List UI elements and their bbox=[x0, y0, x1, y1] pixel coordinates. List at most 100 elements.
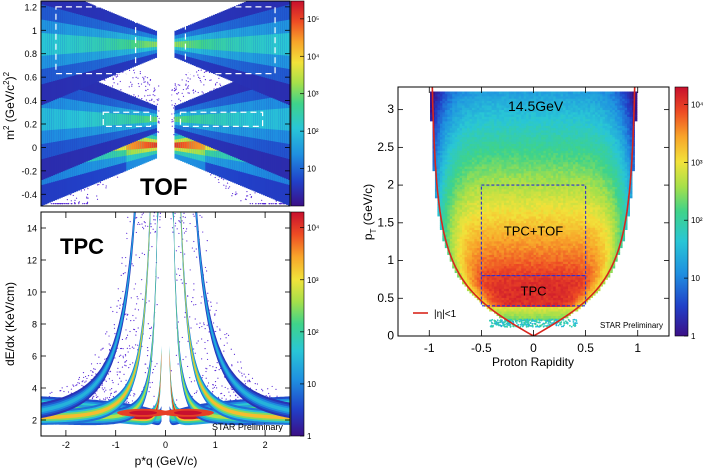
tpc-background-count bbox=[159, 212, 161, 214]
acceptance-cell bbox=[558, 297, 561, 301]
acceptance-cell bbox=[558, 295, 561, 298]
acceptance-cell bbox=[499, 302, 502, 305]
tpc-background-count bbox=[77, 382, 79, 384]
tpc-background-count bbox=[97, 396, 99, 398]
acceptance-cell bbox=[494, 302, 497, 305]
tof-band-kaon bbox=[193, 115, 197, 124]
acceptance-cell bbox=[513, 315, 517, 319]
tpc-background-count bbox=[128, 345, 131, 347]
tof-background-count bbox=[216, 81, 218, 84]
tpc-background-count bbox=[93, 395, 95, 397]
acceptance-cell bbox=[572, 306, 576, 310]
acceptance-cell bbox=[535, 317, 539, 321]
tof-background-count bbox=[64, 203, 66, 205]
acceptance-cell bbox=[540, 297, 544, 301]
tof-band-kaon bbox=[288, 107, 290, 131]
tpc-background-count bbox=[256, 383, 259, 385]
tpc-background-count bbox=[241, 372, 243, 374]
tpc-background-count bbox=[106, 397, 108, 399]
tof-background-count bbox=[134, 95, 136, 98]
tof-band-proton bbox=[52, 33, 55, 55]
tpc-background-count bbox=[214, 314, 216, 316]
acceptance-cell bbox=[489, 295, 493, 298]
acceptance-cell bbox=[518, 311, 522, 314]
acceptance-cell bbox=[572, 302, 576, 305]
acceptance-cell bbox=[558, 311, 561, 314]
acceptance-cell bbox=[521, 292, 525, 296]
tof-band-proton bbox=[228, 37, 232, 52]
tpc-background-count bbox=[205, 367, 207, 369]
tpc-background-count bbox=[179, 274, 181, 277]
acceptance-cell bbox=[523, 299, 527, 303]
tpc-background-count bbox=[215, 367, 217, 369]
tpc-background-count bbox=[187, 295, 189, 297]
tof-background-count bbox=[176, 93, 179, 95]
acceptance-cell bbox=[494, 299, 497, 303]
tof-band-proton bbox=[44, 33, 48, 56]
tpc-background-count bbox=[126, 232, 128, 234]
tof-band-kaon bbox=[98, 112, 102, 127]
acceptance-cell bbox=[489, 304, 493, 307]
acceptance-cell bbox=[496, 302, 500, 305]
acceptance-cell bbox=[575, 299, 579, 303]
acceptance-cell bbox=[570, 302, 574, 305]
tof-background-count bbox=[147, 94, 149, 97]
acceptance-cell bbox=[511, 317, 515, 321]
tpc-background-count bbox=[214, 384, 217, 387]
tof-band-kaon bbox=[131, 114, 134, 124]
acceptance-cell bbox=[508, 311, 512, 314]
acceptance-cell bbox=[506, 313, 510, 317]
acceptance-cell bbox=[508, 313, 512, 317]
tof-background-count bbox=[171, 118, 173, 121]
acceptance-cell bbox=[518, 304, 522, 307]
acceptance-cell bbox=[521, 315, 525, 319]
acceptance-cell bbox=[521, 306, 525, 310]
tof-background-count bbox=[171, 121, 173, 123]
tof-band-proton bbox=[50, 33, 54, 55]
tpc-background-count bbox=[219, 328, 221, 330]
tpc-background-count bbox=[117, 361, 119, 363]
tof-band-kaon bbox=[176, 116, 180, 123]
tpc-background-count bbox=[92, 396, 94, 398]
tof-background-count bbox=[130, 81, 132, 83]
tpc-background-count bbox=[193, 215, 195, 217]
acceptance-cell bbox=[516, 315, 520, 319]
acceptance-cell bbox=[555, 297, 559, 301]
acceptance-cell bbox=[486, 306, 490, 310]
tof-band-kaon bbox=[263, 109, 266, 129]
tpc-background-count bbox=[60, 390, 62, 392]
acceptance-cell bbox=[494, 292, 497, 296]
tpc-background-count bbox=[193, 392, 196, 395]
tpc-background-count bbox=[119, 304, 121, 306]
tpc-background-count bbox=[150, 223, 152, 225]
tof-background-count bbox=[158, 98, 160, 100]
tof-band-proton bbox=[67, 35, 71, 54]
acceptance-cell bbox=[555, 295, 559, 298]
tof-band-proton bbox=[220, 38, 224, 51]
tpc-background-count bbox=[94, 368, 96, 370]
tpc-background-count bbox=[117, 383, 119, 385]
tof-background-count bbox=[186, 86, 189, 88]
acceptance-cell bbox=[567, 302, 571, 305]
acceptance-cell bbox=[486, 292, 490, 296]
tpc-background-count bbox=[192, 213, 194, 215]
tpc-background-count bbox=[205, 370, 207, 373]
tof-band-proton bbox=[253, 35, 257, 54]
tpc-background-count bbox=[120, 297, 122, 299]
tof-background-count bbox=[179, 100, 182, 102]
tpc-background-count bbox=[181, 220, 183, 222]
tof-band-proton bbox=[75, 35, 79, 54]
tof-background-count bbox=[57, 203, 59, 205]
tof-background-count bbox=[223, 184, 225, 186]
acceptance-cell bbox=[533, 308, 537, 312]
tof-background-count bbox=[251, 203, 254, 205]
tpc-background-count bbox=[104, 387, 106, 389]
tpc-background-count bbox=[229, 399, 231, 401]
tpc-background-count bbox=[129, 330, 131, 333]
tof-band-proton bbox=[216, 38, 220, 51]
acceptance-cell bbox=[548, 313, 552, 317]
acceptance-cell bbox=[550, 302, 554, 305]
tof-background-count bbox=[171, 104, 173, 106]
tof-band-pion bbox=[150, 142, 154, 148]
tof-band-proton bbox=[251, 35, 255, 53]
